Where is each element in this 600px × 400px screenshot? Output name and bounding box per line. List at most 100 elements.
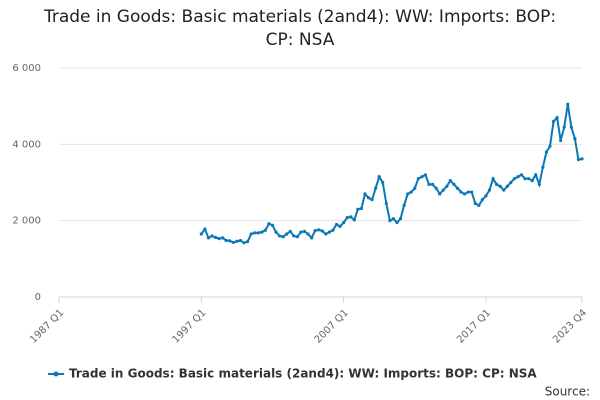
point	[249, 232, 253, 236]
point	[452, 182, 456, 187]
point	[537, 182, 541, 187]
point	[381, 180, 385, 185]
point	[416, 177, 420, 181]
point	[406, 192, 410, 196]
point	[523, 177, 527, 181]
point	[374, 186, 378, 190]
point	[231, 240, 235, 245]
point	[438, 192, 442, 196]
point	[352, 218, 356, 222]
line-series	[200, 104, 583, 244]
point	[413, 186, 417, 190]
point	[477, 203, 481, 207]
x-tick-label: 2007 Q1	[313, 307, 351, 345]
point	[221, 236, 225, 240]
point	[270, 223, 275, 227]
point	[512, 177, 517, 181]
point	[366, 196, 371, 200]
point	[349, 215, 353, 219]
point	[363, 192, 367, 196]
point	[263, 228, 267, 232]
point	[470, 190, 474, 194]
point	[235, 239, 239, 243]
x-tick-label: 1997 Q1	[170, 307, 208, 345]
point	[388, 219, 392, 223]
point	[509, 180, 513, 185]
point	[495, 182, 499, 187]
point	[310, 236, 314, 240]
point	[242, 241, 246, 245]
point	[292, 234, 296, 238]
legend-label: Trade in Goods: Basic materials (2and4):…	[69, 367, 537, 381]
source: Source:	[545, 385, 590, 399]
point	[281, 235, 285, 239]
point	[548, 144, 552, 148]
point	[295, 235, 299, 239]
point	[324, 232, 328, 236]
point	[576, 158, 581, 162]
point	[306, 232, 310, 236]
point	[491, 177, 495, 181]
point	[573, 137, 577, 141]
point	[317, 228, 321, 232]
point	[441, 188, 445, 192]
y-tick-label: 2 000	[12, 216, 41, 227]
point	[484, 194, 488, 198]
point	[562, 125, 566, 129]
point	[448, 178, 452, 183]
point	[409, 190, 413, 194]
point	[459, 190, 463, 194]
y-tick-label: 0	[35, 292, 41, 303]
point	[423, 173, 428, 177]
point	[267, 222, 271, 226]
point	[395, 220, 399, 225]
point	[434, 186, 438, 190]
point	[516, 175, 520, 179]
point	[384, 201, 388, 206]
point	[398, 217, 403, 221]
point	[213, 235, 218, 240]
point	[445, 184, 449, 188]
point	[534, 173, 538, 177]
point	[228, 239, 232, 243]
point	[480, 198, 484, 202]
point	[277, 234, 282, 238]
point	[288, 229, 292, 233]
point	[338, 224, 342, 228]
point	[580, 157, 584, 161]
point	[356, 207, 360, 211]
point	[334, 222, 339, 227]
point	[206, 236, 211, 240]
legend-marker	[53, 371, 59, 377]
point	[224, 238, 228, 243]
point	[370, 198, 374, 202]
point	[313, 228, 317, 233]
point	[569, 125, 573, 129]
point	[519, 173, 524, 177]
y-tick-label: 6 000	[12, 63, 41, 74]
point	[530, 178, 534, 183]
point	[473, 201, 477, 206]
point	[210, 234, 214, 238]
point	[391, 217, 396, 221]
point	[505, 184, 509, 188]
point	[466, 190, 470, 194]
point	[559, 138, 563, 143]
x-tick-label: 2023 Q4	[551, 307, 589, 345]
point	[320, 229, 324, 233]
point	[302, 229, 307, 233]
point	[327, 230, 331, 234]
point	[217, 237, 221, 241]
point	[566, 102, 570, 106]
point	[199, 232, 203, 236]
point	[555, 116, 559, 120]
point	[285, 232, 289, 236]
y-tick-label: 4 000	[12, 139, 41, 150]
point	[455, 186, 460, 190]
point	[502, 188, 506, 192]
x-tick-label: 2017 Q1	[455, 307, 493, 345]
point	[256, 231, 260, 235]
point	[345, 216, 349, 220]
